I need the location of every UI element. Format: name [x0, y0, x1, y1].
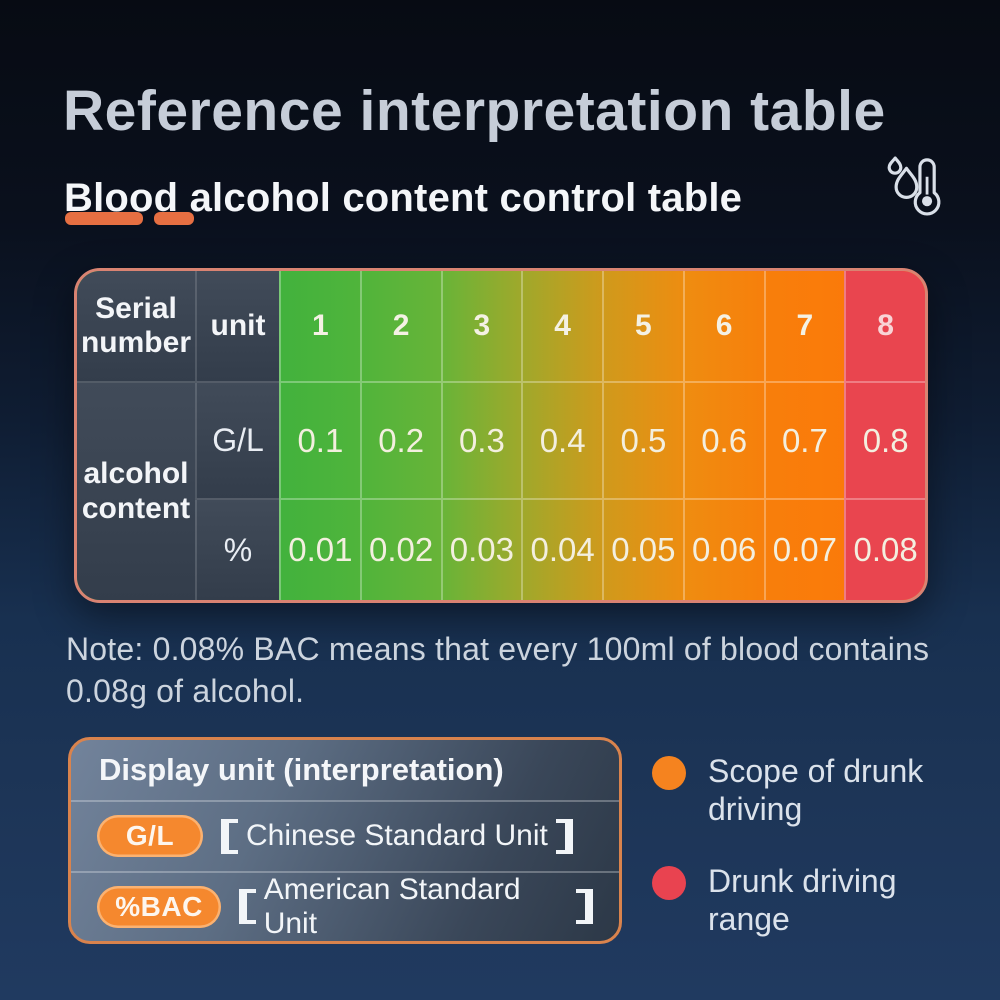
percent-value-cell-red: 0.08	[844, 498, 925, 600]
legend-item-drunk-range: Drunk driving range	[652, 862, 940, 939]
bac-standard-label-text: American Standard Unit	[263, 872, 521, 940]
unit-gl-cell: G/L	[195, 381, 279, 498]
gl-standard-label-text: Chinese Standard Unit	[246, 819, 548, 853]
serial-number-header-cell: Serial number	[77, 271, 195, 381]
bac-standard-label: American Standard Unit	[239, 873, 593, 941]
bac-note-text: Note: 0.08% BAC means that every 100ml o…	[66, 631, 930, 710]
red-dot-icon	[652, 866, 686, 900]
gl-value-cell: 0.7	[763, 381, 845, 498]
percent-value-cell: 0.02	[359, 498, 441, 600]
gl-badge: G/L	[97, 815, 203, 858]
gl-value-cell: 0.2	[359, 381, 441, 498]
serial-cell: 1	[279, 271, 360, 381]
left-lenticular-bracket	[239, 889, 256, 925]
bac-reference-table: Serial number unit 1 2 3 4 5 6 7 8 alcoh…	[74, 268, 928, 603]
gl-value-cell: 0.1	[279, 381, 360, 498]
gl-standard-label: Chinese Standard Unit	[221, 818, 573, 854]
display-unit-title: Display unit (interpretation)	[99, 752, 504, 787]
serial-cell: 3	[440, 271, 522, 381]
right-lenticular-bracket	[576, 889, 593, 925]
percent-value-cell: 0.01	[279, 498, 360, 600]
display-unit-row-gl: G/L Chinese Standard Unit	[71, 800, 619, 871]
percent-value-cell: 0.04	[521, 498, 602, 600]
serial-cell: 4	[521, 271, 602, 381]
percent-value-cell: 0.07	[763, 498, 845, 600]
serial-cell-red: 8	[844, 271, 925, 381]
gl-value-cell: 0.5	[602, 381, 683, 498]
percent-value-cell: 0.05	[602, 498, 683, 600]
serial-cell: 7	[763, 271, 845, 381]
left-lenticular-bracket	[221, 818, 238, 854]
unit-header-cell: unit	[195, 271, 279, 381]
legend-item-drunk-scope: Scope of drunk driving	[652, 752, 940, 829]
gl-value-cell: 0.4	[521, 381, 602, 498]
page-title: Reference interpretation table	[63, 79, 886, 143]
subtitle-block: Blood alcohol content control table	[64, 176, 824, 232]
legend-label: Scope of drunk driving	[708, 753, 924, 828]
percent-bac-badge: %BAC	[97, 885, 222, 928]
orange-dot-icon	[652, 756, 686, 790]
percent-value-cell: 0.03	[440, 498, 522, 600]
display-unit-box: Display unit (interpretation) G/L Chines…	[68, 737, 622, 944]
section-subtitle: Blood alcohol content control table	[64, 176, 743, 220]
percent-value-cell: 0.06	[682, 498, 764, 600]
droplet-thermometer-icon	[887, 156, 941, 216]
serial-cell: 5	[602, 271, 683, 381]
serial-cell: 6	[682, 271, 764, 381]
gl-value-cell: 0.6	[682, 381, 764, 498]
display-unit-row-bac: %BAC American Standard Unit	[71, 870, 619, 942]
serial-cell: 2	[359, 271, 441, 381]
gl-value-cell: 0.3	[440, 381, 522, 498]
subtitle-underline-mark	[65, 212, 143, 225]
gl-value-cell-red: 0.8	[844, 381, 925, 498]
unit-percent-cell: %	[195, 498, 279, 600]
alcohol-content-label-cell: alcohol content	[77, 381, 195, 600]
subtitle-underline-mark	[154, 212, 194, 225]
legend-label: Drunk driving range	[708, 863, 897, 938]
right-lenticular-bracket	[555, 818, 573, 854]
